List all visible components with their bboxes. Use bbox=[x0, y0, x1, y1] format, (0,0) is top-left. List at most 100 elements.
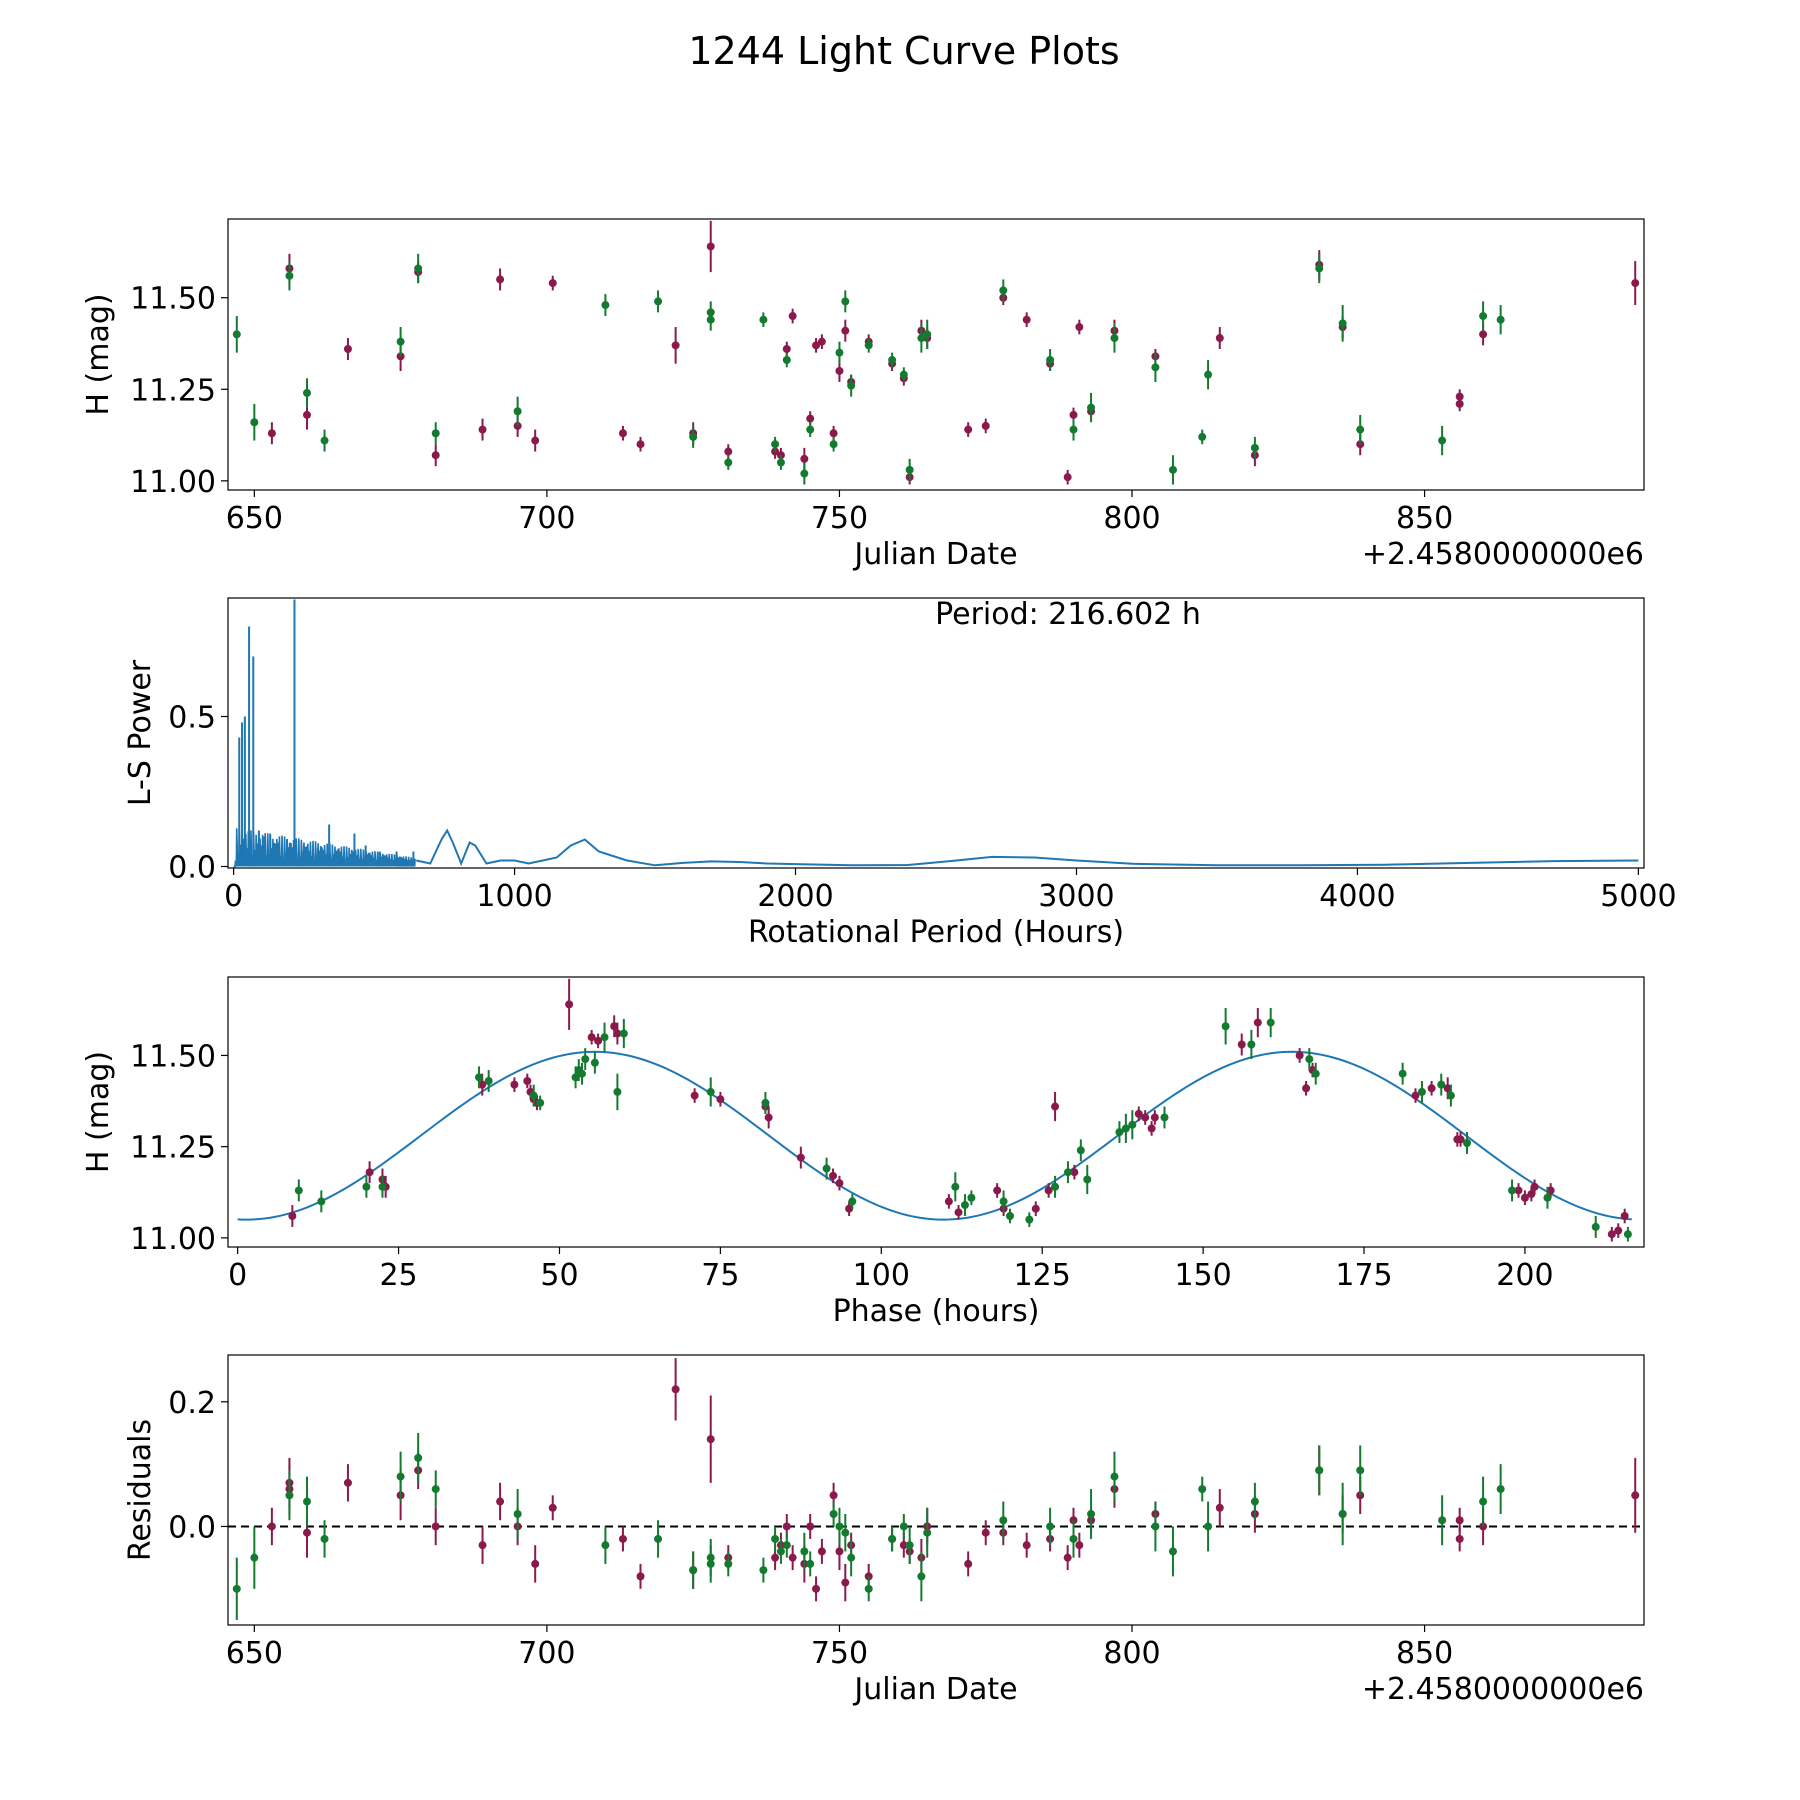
lightcurve-y-tick-label: 11.25 bbox=[130, 373, 216, 408]
phase-y-tick-label: 11.00 bbox=[130, 1222, 216, 1257]
lightcurve-red-point bbox=[835, 366, 844, 375]
phase-red-point bbox=[716, 1095, 725, 1104]
phase-red-point bbox=[1620, 1211, 1629, 1220]
phase-x-tick-label: 150 bbox=[1174, 1258, 1231, 1293]
phase-green-point bbox=[1463, 1139, 1471, 1148]
phase-red-point bbox=[845, 1204, 854, 1213]
lightcurve-green-point bbox=[829, 440, 838, 449]
lightcurve-marks bbox=[232, 220, 1640, 485]
residuals-red-point bbox=[899, 1541, 908, 1550]
residuals-red-point bbox=[1022, 1541, 1031, 1550]
phase-red-point bbox=[478, 1080, 487, 1089]
phase-y-tick-label: 11.25 bbox=[130, 1131, 216, 1166]
phase-green-point bbox=[581, 1055, 590, 1064]
lightcurve-red-point bbox=[724, 447, 733, 456]
residuals-green-point bbox=[320, 1534, 329, 1543]
phase-green-point bbox=[1006, 1211, 1015, 1220]
phase-marks bbox=[237, 978, 1632, 1242]
lightcurve-red-point bbox=[267, 429, 276, 438]
residuals-red-point bbox=[829, 1491, 838, 1500]
residuals-green-point bbox=[396, 1472, 405, 1481]
residuals-red-point bbox=[671, 1385, 680, 1394]
phase-green-point bbox=[1266, 1018, 1275, 1027]
phase-red-point bbox=[1141, 1113, 1150, 1122]
residuals-green-point bbox=[1168, 1547, 1177, 1556]
lightcurve-green-point bbox=[1338, 319, 1347, 328]
phase-red-point bbox=[1546, 1186, 1555, 1195]
lightcurve-green-point bbox=[1151, 363, 1160, 372]
lightcurve-green-point bbox=[689, 432, 698, 441]
residuals-red-point bbox=[267, 1522, 276, 1531]
lightcurve-green-point bbox=[888, 355, 897, 364]
lightcurve-x-tick-label: 800 bbox=[1103, 501, 1160, 536]
lightcurve-green-point bbox=[1250, 443, 1259, 452]
lightcurve-green-point bbox=[806, 425, 815, 434]
phase-green-point bbox=[1076, 1146, 1085, 1155]
lightcurve-green-point bbox=[782, 355, 791, 364]
lightcurve-green-point bbox=[724, 458, 733, 467]
residuals-green-point bbox=[905, 1541, 914, 1550]
residuals-x-tick-label: 750 bbox=[811, 1636, 868, 1671]
residuals-green-point bbox=[1198, 1485, 1207, 1494]
lightcurve-green-point bbox=[232, 330, 241, 339]
lightcurve-green-point bbox=[250, 418, 259, 427]
residuals-green-point bbox=[1151, 1522, 1160, 1531]
phase-red-point bbox=[587, 1033, 596, 1042]
lightcurve-green-point bbox=[1204, 370, 1213, 379]
lightcurve-green-point bbox=[800, 469, 809, 478]
residuals-green-point bbox=[1315, 1466, 1324, 1475]
lightcurve-red-point bbox=[478, 425, 487, 434]
periodogram-x-label: Rotational Period (Hours) bbox=[748, 915, 1124, 950]
phase-red-point bbox=[1147, 1124, 1156, 1133]
lightcurve-frame bbox=[227, 218, 1645, 491]
lightcurve-green-point bbox=[864, 341, 873, 350]
phase-green-point bbox=[1305, 1055, 1314, 1064]
periodogram-x-tick-label: 5000 bbox=[1600, 879, 1676, 914]
residuals-green-point bbox=[1110, 1472, 1119, 1481]
phase-green-point bbox=[1160, 1113, 1169, 1122]
periodogram-y-tick-label: 0.0 bbox=[168, 851, 216, 886]
phase-red-point bbox=[1134, 1109, 1143, 1118]
residuals-red-point bbox=[806, 1522, 815, 1531]
phase-green-point bbox=[294, 1186, 303, 1195]
residuals-green-point bbox=[706, 1559, 715, 1568]
lightcurve-red-point bbox=[1075, 323, 1084, 332]
lightcurve-green-point bbox=[396, 337, 405, 346]
phase-green-point bbox=[1247, 1040, 1256, 1049]
phase-red-point bbox=[510, 1080, 519, 1089]
lightcurve-green-point bbox=[905, 465, 914, 474]
residuals-green-point bbox=[513, 1510, 522, 1519]
phase-green-point bbox=[571, 1073, 580, 1082]
residuals-red-point bbox=[618, 1534, 627, 1543]
phase-x-tick-label: 50 bbox=[540, 1258, 578, 1293]
residuals-green-point bbox=[1338, 1510, 1347, 1519]
lightcurve-green-point bbox=[1198, 432, 1207, 441]
residuals-red-point bbox=[706, 1435, 715, 1444]
residuals-green-point bbox=[800, 1547, 809, 1556]
lightcurve-green-point bbox=[923, 330, 932, 339]
periodogram-frame bbox=[227, 597, 1645, 869]
phase-green-point bbox=[1398, 1069, 1407, 1078]
phase-red-point bbox=[613, 1029, 622, 1038]
lightcurve-red-point bbox=[302, 410, 311, 419]
lightcurve-green-point bbox=[431, 429, 440, 438]
phase-green-point bbox=[1128, 1120, 1137, 1129]
lightcurve-green-point bbox=[776, 458, 785, 467]
lightcurve-red-point bbox=[548, 279, 557, 288]
residuals-red-point bbox=[835, 1547, 844, 1556]
lightcurve-green-point bbox=[1356, 425, 1365, 434]
phase-green-point bbox=[1591, 1222, 1600, 1231]
lightcurve-panel: 650 700 750 800 850 11.00 11.25 11.50 Julian D… bbox=[81, 218, 1645, 572]
phase-green-point bbox=[1115, 1128, 1124, 1137]
residuals-green-point bbox=[864, 1584, 873, 1593]
residuals-green-point bbox=[829, 1510, 838, 1519]
lightcurve-x-tick-label: 650 bbox=[226, 501, 283, 536]
phase-red-point bbox=[523, 1076, 532, 1085]
lightcurve-red-point bbox=[671, 341, 680, 350]
residuals-red-point bbox=[1075, 1541, 1084, 1550]
lightcurve-red-point bbox=[788, 312, 797, 321]
phase-x-ticks: 0 25 50 75 100 125 150 175 200 bbox=[228, 1247, 1554, 1293]
phase-green-point bbox=[1437, 1080, 1446, 1089]
residuals-red-point bbox=[1455, 1534, 1464, 1543]
residuals-green-point bbox=[285, 1491, 294, 1500]
